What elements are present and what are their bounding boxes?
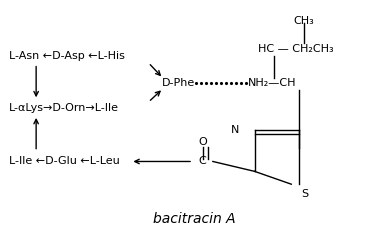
Text: L-Ile ←D-Glu ←L-Leu: L-Ile ←D-Glu ←L-Leu (9, 157, 120, 166)
Text: O: O (198, 137, 207, 147)
Text: C: C (198, 157, 206, 166)
Text: NH₂—CH: NH₂—CH (248, 78, 296, 88)
Text: N: N (231, 125, 240, 135)
Text: CH₃: CH₃ (294, 16, 315, 26)
Text: HC — CH₂CH₃: HC — CH₂CH₃ (258, 44, 333, 54)
Text: S: S (301, 189, 308, 199)
Text: bacitracin A: bacitracin A (153, 212, 235, 226)
Text: D-Phe: D-Phe (162, 78, 196, 88)
Text: L-Asn ←D-Asp ←L-His: L-Asn ←D-Asp ←L-His (9, 51, 125, 61)
Text: L-αLys→D-Orn→L-Ile: L-αLys→D-Orn→L-Ile (9, 103, 120, 113)
